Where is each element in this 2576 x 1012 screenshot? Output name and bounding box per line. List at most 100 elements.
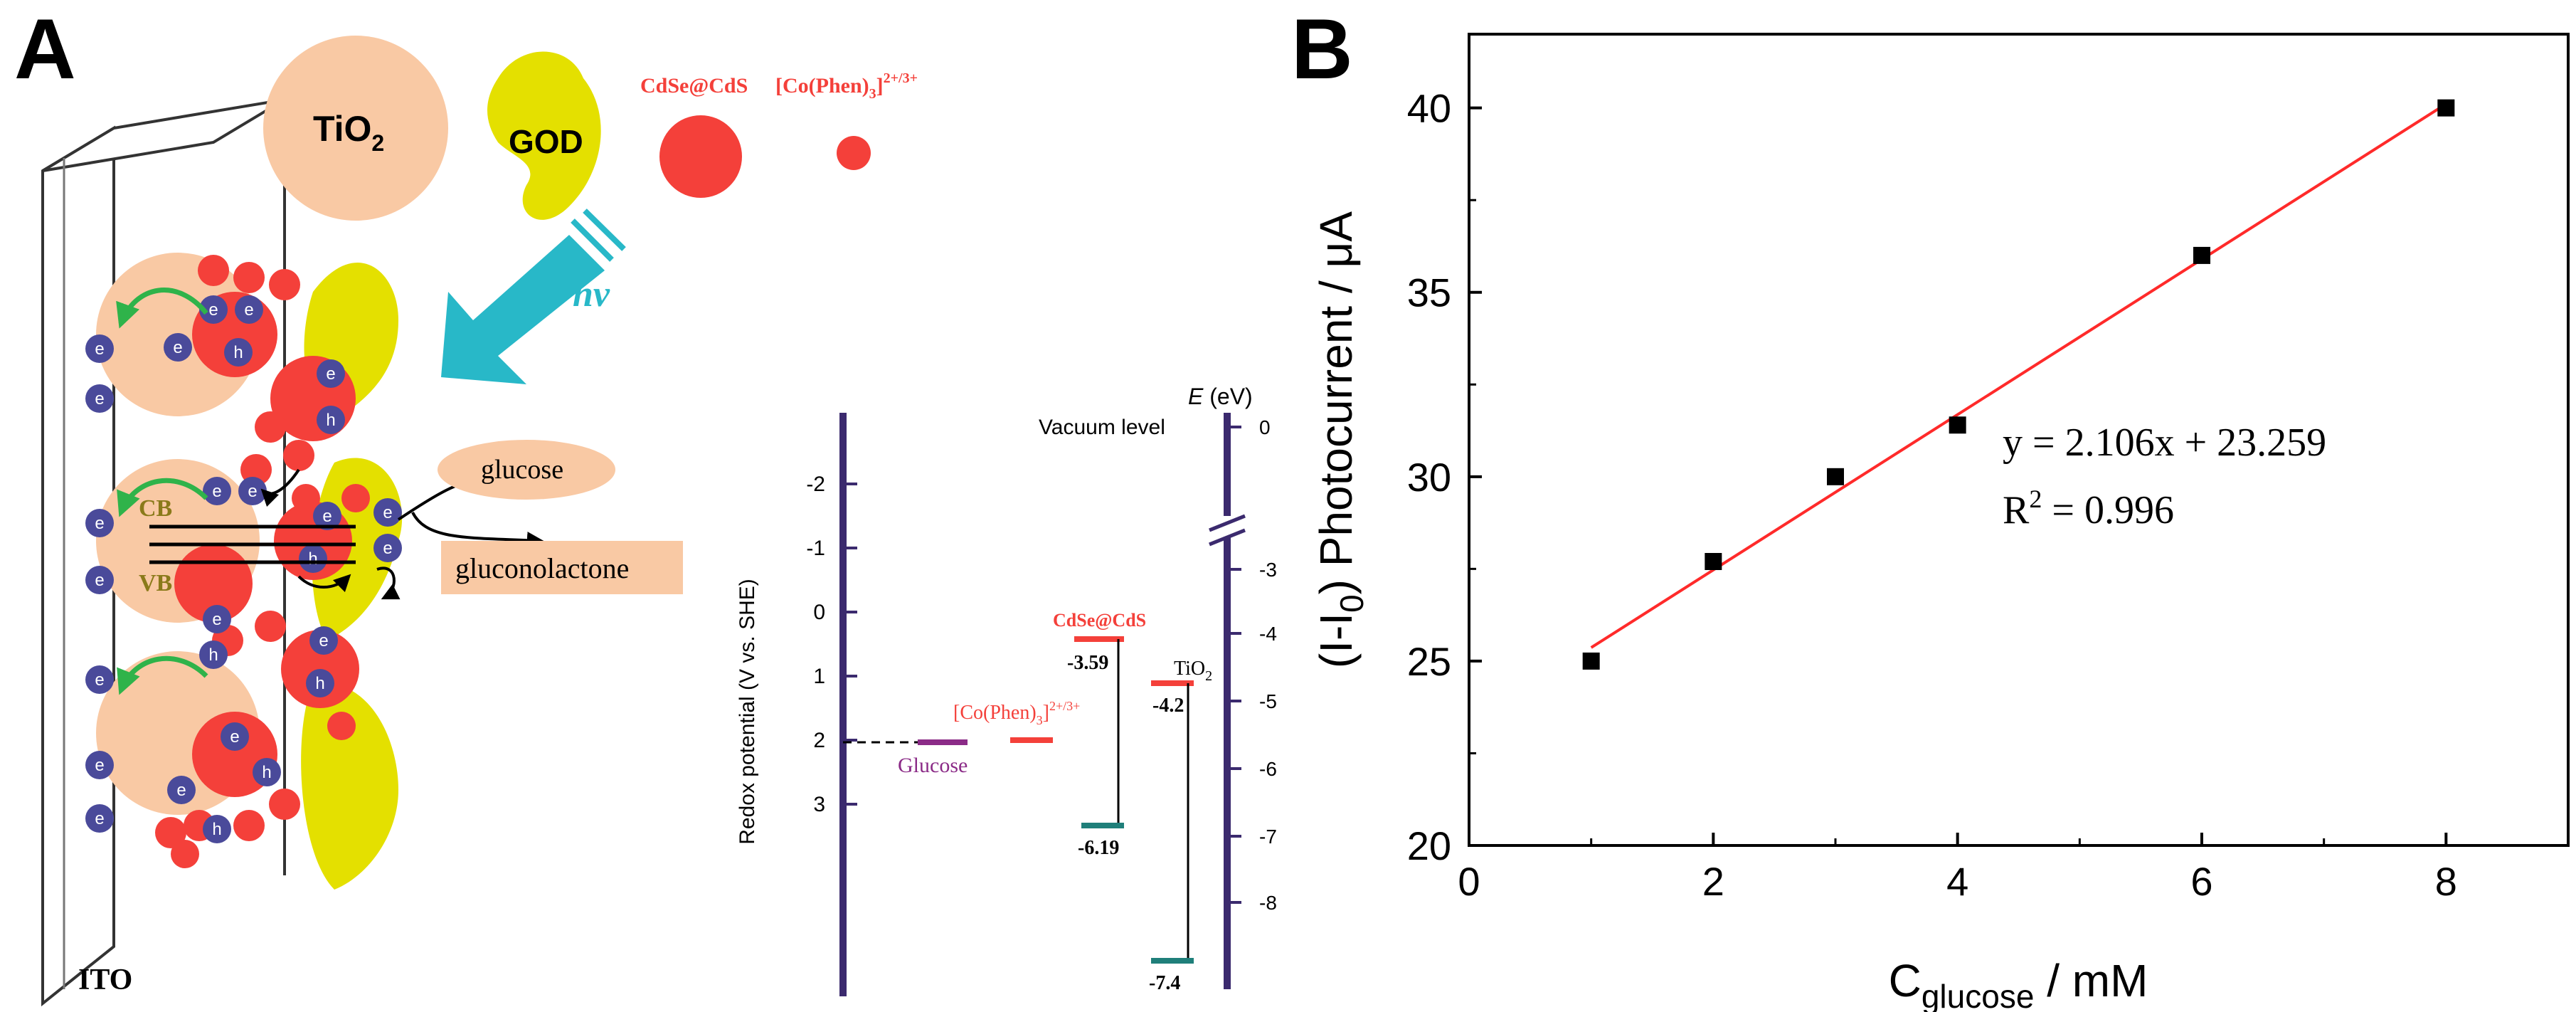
svg-text:h: h [308, 549, 317, 569]
x-label-unit: / mM [2034, 955, 2148, 1006]
svg-text:e: e [95, 670, 104, 690]
svg-text:TiO2: TiO2 [1174, 658, 1212, 684]
tio2-cb-value: -4.2 [1152, 695, 1184, 717]
svg-text:h: h [326, 411, 335, 430]
redox-axis-label: Redox potential (V vs. SHE) [736, 579, 759, 845]
vb-label: VB [139, 570, 172, 596]
tio2-vb-value: -7.4 [1149, 972, 1180, 994]
energy-tick-label: -8 [1259, 892, 1277, 914]
r2-prefix: R [2003, 488, 2030, 532]
energy-tick-label: -4 [1259, 623, 1277, 645]
electron-transfer-arrows [116, 288, 208, 695]
y-label-sub: 0 [1333, 594, 1370, 613]
data-point [1949, 416, 1966, 434]
svg-text:h: h [262, 763, 271, 782]
ito-electrons: e e e e e e e [85, 334, 114, 833]
x-tick-label: 0 [1458, 859, 1480, 904]
panel-a-label: A [14, 1, 76, 97]
y-tick-label: 40 [1407, 86, 1451, 131]
x-tick-label: 2 [1702, 859, 1724, 904]
co-level-label: [Co(Phen) [953, 702, 1037, 724]
data-point [2437, 99, 2455, 117]
svg-text:e: e [319, 631, 328, 650]
svg-text:h: h [315, 674, 324, 693]
legend-cdse-text: CdSe@CdS [640, 74, 748, 97]
legend-co-sup: ] [876, 74, 884, 97]
svg-text:e: e [173, 338, 182, 357]
glucose-text: glucose [481, 455, 563, 485]
redox-tick-label: -2 [806, 473, 825, 496]
svg-text:e: e [322, 507, 332, 526]
energy-tick-label: -3 [1259, 559, 1277, 581]
svg-text:e: e [95, 571, 104, 590]
panel-a: A ITO TiO2 GOD CdSe@CdS [Co(Phen)3]2+/3+ [14, 1, 1277, 1007]
y-tick-label: 25 [1407, 639, 1451, 684]
legend-tio2-text: TiO [313, 109, 371, 149]
data-point [1582, 652, 1600, 670]
redox-tick-label: 2 [813, 729, 825, 752]
gluconolactone-box: gluconolactone [441, 541, 683, 594]
glucose-bubble: glucose [438, 440, 615, 500]
hv-arrow: hv [441, 209, 626, 384]
glucose-level-label: Glucose [898, 754, 968, 777]
data-point [2193, 246, 2210, 264]
redox-tick-label: 1 [813, 665, 825, 688]
y-tick-label: 35 [1407, 270, 1451, 315]
svg-text:h: h [208, 645, 218, 665]
energy-axis-unit: (eV) [1209, 384, 1252, 409]
y-label-main: (I-I [1310, 613, 1362, 668]
fit-line [1590, 102, 2447, 649]
r2-suffix: = 0.996 [2042, 488, 2174, 532]
legend-co-phen: [Co(Phen)3]2+/3+ [775, 70, 918, 170]
svg-text:e: e [383, 503, 392, 522]
r-squared: R2 = 0.996 [2003, 485, 2174, 532]
y-tick-label: 20 [1407, 823, 1451, 868]
svg-text:h: h [212, 820, 221, 839]
legend-god: GOD [487, 51, 601, 220]
tio2-level-label: TiO [1174, 658, 1205, 680]
plot-frame [1468, 33, 2570, 847]
x-axis-ticks: 0 2 4 6 8 [1458, 833, 2457, 904]
svg-text:e: e [230, 727, 239, 747]
svg-text:e: e [248, 482, 257, 501]
band-diagram-inline: CB VB [139, 495, 356, 596]
svg-text:e: e [212, 610, 221, 629]
energy-tick-label: -6 [1259, 758, 1277, 780]
legend-tio2: TiO2 [263, 36, 448, 221]
x-tick-label: 6 [2190, 859, 2212, 904]
redox-tick-label: 0 [813, 601, 825, 624]
redox-arrows [260, 468, 544, 600]
svg-text:e: e [95, 389, 104, 409]
energy-tick-label: 0 [1259, 416, 1271, 438]
svg-text:[Co(Phen)3]2+/3+: [Co(Phen)3]2+/3+ [953, 699, 1080, 727]
co-level-charge: 2+/3+ [1049, 699, 1080, 713]
svg-text:e: e [212, 482, 221, 501]
redox-ticks: -2 -1 0 1 2 3 [806, 473, 857, 816]
legend-god-text: GOD [509, 123, 583, 160]
x-tick-label: 4 [1946, 859, 1968, 904]
cb-label: CB [139, 495, 172, 522]
axis-break-mark-2 [1209, 528, 1246, 547]
axis-break-mark [1209, 514, 1246, 532]
energy-ticks: 0 -3 -4 -5 -6 -7 -8 [1227, 416, 1277, 914]
particle-carriers: e e e h e h e e e h e e e h e h e h e h [164, 295, 402, 843]
x-tick-label: 8 [2435, 859, 2457, 904]
svg-text:e: e [176, 781, 186, 800]
y-label-unit: ) Photocurrent / μA [1310, 211, 1362, 595]
panel-b-label: B [1291, 1, 1353, 97]
svg-text:TiO2: TiO2 [313, 109, 384, 156]
y-axis-ticks: 20 25 30 35 40 [1407, 86, 1482, 868]
svg-text:e: e [383, 539, 392, 558]
gluconolactone-text: gluconolactone [455, 552, 629, 584]
cdse-level-label: CdSe@CdS [1053, 610, 1146, 631]
legend-co-text: [Co(Phen) [775, 74, 869, 97]
fit-equation: y = 2.106x + 23.259 [2003, 421, 2326, 465]
svg-text:e: e [95, 339, 104, 359]
y-axis-label: (I-I0) Photocurrent / μA [1310, 211, 1370, 669]
x-axis-label: Cglucose / mM [1889, 955, 2148, 1012]
x-label-main: C [1889, 955, 1922, 1006]
svg-text:e: e [95, 514, 104, 533]
tio2-level-sub: 2 [1205, 668, 1212, 684]
co-level-sub: 3 [1037, 713, 1043, 727]
